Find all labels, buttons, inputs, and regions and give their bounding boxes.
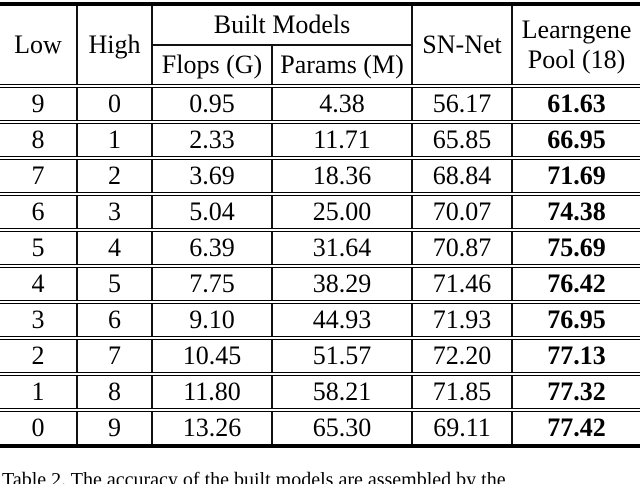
cell-learngene-pool: 61.63 <box>511 84 640 122</box>
cell-flops: 6.39 <box>151 228 272 266</box>
cell-params: 44.93 <box>270 300 413 338</box>
cell-flops: 0.95 <box>151 84 272 122</box>
cell-learngene-pool: 76.42 <box>511 264 640 302</box>
cell-flops: 9.10 <box>151 300 272 338</box>
cell-low: 5 <box>0 228 77 266</box>
cell-sn-net: 69.11 <box>411 408 513 446</box>
cell-low: 3 <box>0 300 77 338</box>
cell-flops: 13.26 <box>151 408 272 446</box>
cell-sn-net: 71.93 <box>411 300 513 338</box>
cell-learngene-pool: 66.95 <box>511 120 640 158</box>
cell-high: 9 <box>76 408 152 446</box>
cell-high: 7 <box>76 336 152 374</box>
cell-params: 11.71 <box>270 120 413 158</box>
cell-sn-net: 71.46 <box>411 264 513 302</box>
cell-params: 25.00 <box>270 192 413 230</box>
cell-high: 8 <box>76 372 152 410</box>
table-row: 7 2 3.69 18.36 68.84 71.69 <box>0 156 640 194</box>
cell-low: 4 <box>0 264 77 302</box>
cell-learngene-pool: 77.32 <box>511 372 640 410</box>
cell-low: 1 <box>0 372 77 410</box>
cell-sn-net: 72.20 <box>411 336 513 374</box>
column-header-learngene-pool: Learngene Pool (18) <box>511 4 640 86</box>
cell-high: 4 <box>76 228 152 266</box>
cell-params: 18.36 <box>270 156 413 194</box>
table-header: Low High Built Models SN-Net Learngene P… <box>0 4 640 86</box>
cell-learngene-pool: 77.42 <box>511 408 640 446</box>
table-row: 4 5 7.75 38.29 71.46 76.42 <box>0 264 640 302</box>
cell-low: 2 <box>0 336 77 374</box>
table-row: 2 7 10.45 51.57 72.20 77.13 <box>0 336 640 374</box>
column-header-params: Params (M) <box>270 45 413 86</box>
cell-sn-net: 70.87 <box>411 228 513 266</box>
cell-flops: 11.80 <box>151 372 272 410</box>
cell-learngene-pool: 74.38 <box>511 192 640 230</box>
table-body: 9 0 0.95 4.38 56.17 61.63 8 1 2.33 11.71… <box>0 84 640 446</box>
cell-high: 0 <box>76 84 152 122</box>
cell-low: 6 <box>0 192 77 230</box>
cell-flops: 10.45 <box>151 336 272 374</box>
results-table: Low High Built Models SN-Net Learngene P… <box>0 2 640 448</box>
cell-learngene-pool: 71.69 <box>511 156 640 194</box>
cell-sn-net: 65.85 <box>411 120 513 158</box>
cell-flops: 3.69 <box>151 156 272 194</box>
cell-high: 6 <box>76 300 152 338</box>
cell-high: 3 <box>76 192 152 230</box>
cell-flops: 7.75 <box>151 264 272 302</box>
cell-high: 1 <box>76 120 152 158</box>
cell-flops: 2.33 <box>151 120 272 158</box>
learngene-pool-line2: Pool (18) <box>527 45 626 74</box>
cell-sn-net: 56.17 <box>411 84 513 122</box>
table-row: 0 9 13.26 65.30 69.11 77.42 <box>0 408 640 446</box>
table-caption: Table 2. The accuracy of the built model… <box>2 469 506 484</box>
cell-learngene-pool: 76.95 <box>511 300 640 338</box>
table-row: 5 4 6.39 31.64 70.87 75.69 <box>0 228 640 266</box>
table-row: 3 6 9.10 44.93 71.93 76.95 <box>0 300 640 338</box>
cell-sn-net: 70.07 <box>411 192 513 230</box>
table-row: 1 8 11.80 58.21 71.85 77.32 <box>0 372 640 410</box>
table-row: 8 1 2.33 11.71 65.85 66.95 <box>0 120 640 158</box>
table-row: 6 3 5.04 25.00 70.07 74.38 <box>0 192 640 230</box>
cell-low: 8 <box>0 120 77 158</box>
cell-params: 58.21 <box>270 372 413 410</box>
table-row: 9 0 0.95 4.38 56.17 61.63 <box>0 84 640 122</box>
cell-learngene-pool: 77.13 <box>511 336 640 374</box>
cell-sn-net: 71.85 <box>411 372 513 410</box>
column-header-sn-net: SN-Net <box>411 4 513 86</box>
cell-params: 65.30 <box>270 408 413 446</box>
column-header-built-models: Built Models <box>150 4 413 46</box>
column-header-high: High <box>76 4 152 86</box>
learngene-pool-line1: Learngene <box>521 15 632 44</box>
cell-sn-net: 68.84 <box>411 156 513 194</box>
cell-low: 0 <box>0 408 77 446</box>
cell-params: 4.38 <box>270 84 413 122</box>
column-header-low: Low <box>14 30 62 59</box>
column-header-flops: Flops (G) <box>151 45 272 86</box>
cell-high: 2 <box>76 156 152 194</box>
cell-high: 5 <box>76 264 152 302</box>
cell-learngene-pool: 75.69 <box>511 228 640 266</box>
cell-low: 9 <box>0 84 77 122</box>
cell-params: 51.57 <box>270 336 413 374</box>
cell-params: 31.64 <box>270 228 413 266</box>
cell-flops: 5.04 <box>151 192 272 230</box>
cell-params: 38.29 <box>270 264 413 302</box>
cell-low: 7 <box>0 156 77 194</box>
